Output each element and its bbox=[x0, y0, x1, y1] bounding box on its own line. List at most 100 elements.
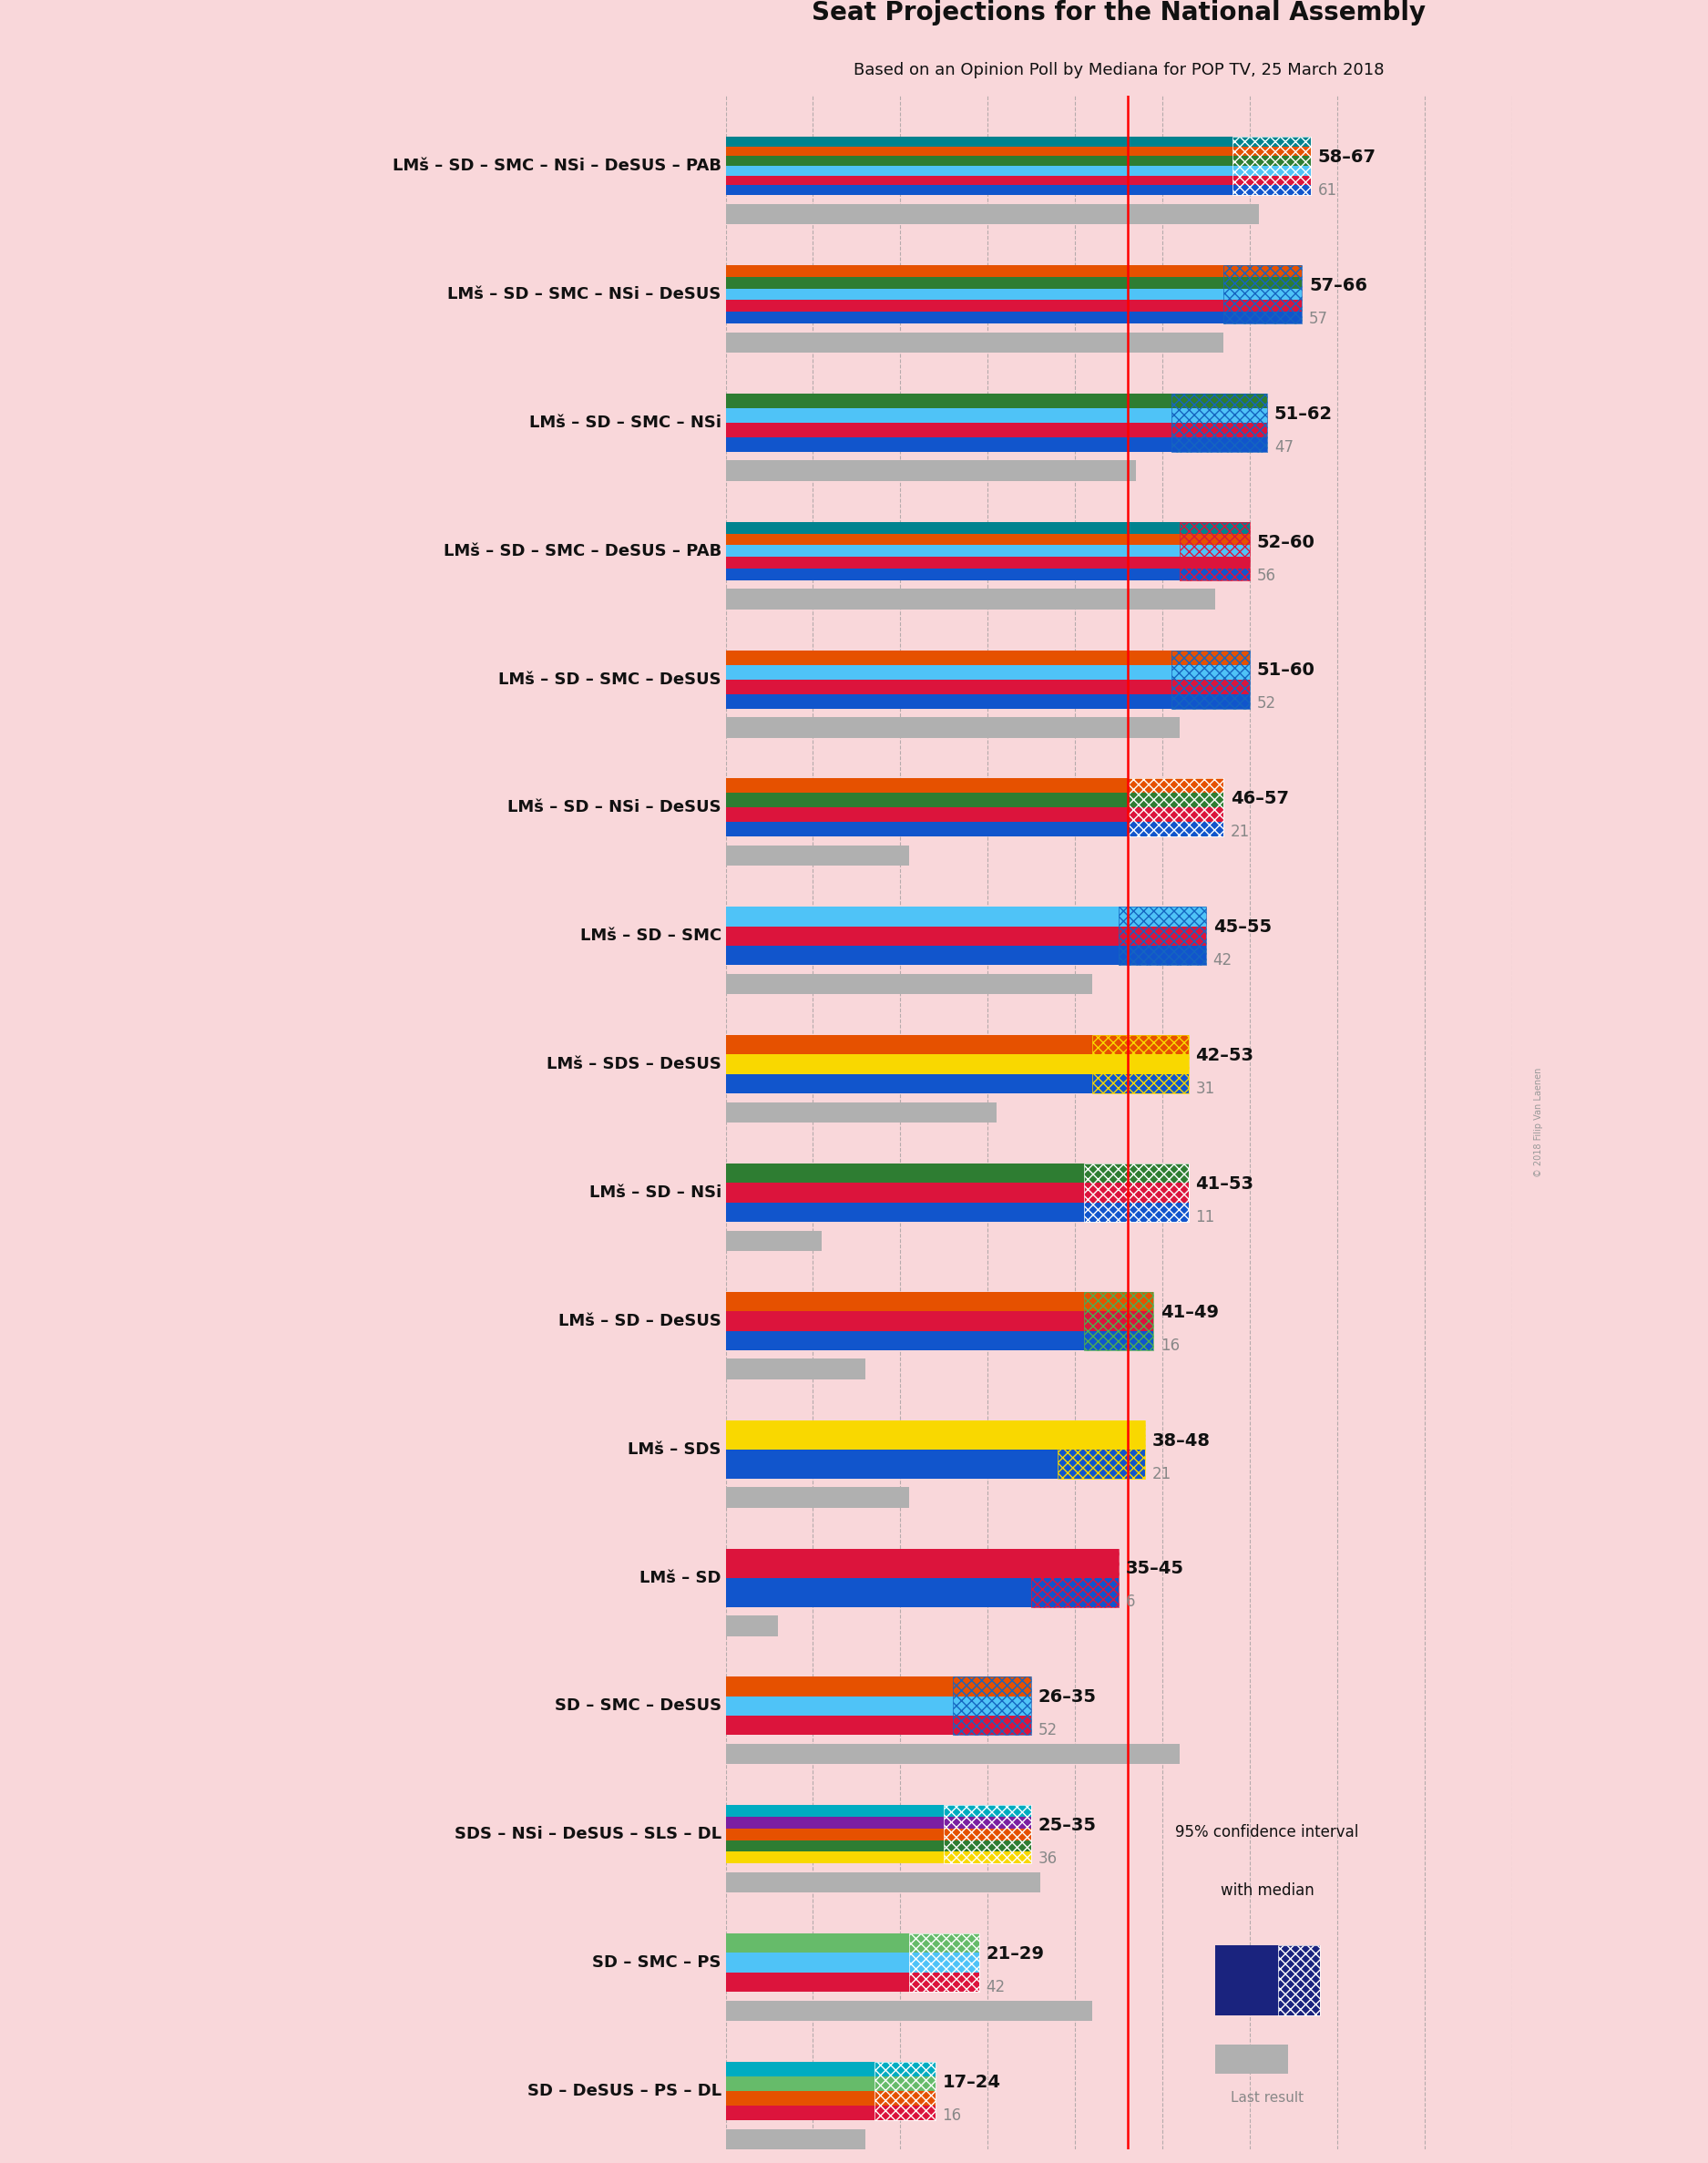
Text: 41–49: 41–49 bbox=[1161, 1304, 1220, 1322]
Bar bbox=[726, 534, 1180, 545]
Bar bbox=[1085, 1164, 1189, 1183]
Bar bbox=[953, 1676, 1032, 1696]
Text: LMš – SD – SMC: LMš – SD – SMC bbox=[579, 928, 721, 945]
Text: LMš – SD – SMC – NSi: LMš – SD – SMC – NSi bbox=[529, 415, 721, 430]
Bar bbox=[1172, 394, 1267, 409]
Text: LMš – SDS – DeSUS: LMš – SDS – DeSUS bbox=[547, 1056, 721, 1073]
Text: 21: 21 bbox=[1230, 824, 1250, 841]
Bar bbox=[1085, 1164, 1189, 1222]
Bar bbox=[909, 1934, 979, 1992]
Bar bbox=[1231, 175, 1312, 186]
Bar bbox=[1085, 1291, 1153, 1311]
Bar bbox=[726, 1676, 953, 1696]
Text: LMš – SD – SMC – DeSUS: LMš – SD – SMC – DeSUS bbox=[499, 671, 721, 688]
Text: Last result: Last result bbox=[1231, 2092, 1303, 2105]
Bar bbox=[1172, 679, 1250, 694]
Text: LMš – SD – SMC – NSi – DeSUS: LMš – SD – SMC – NSi – DeSUS bbox=[447, 286, 721, 303]
Bar bbox=[1231, 186, 1312, 195]
Text: 17–24: 17–24 bbox=[943, 2074, 1001, 2092]
Bar bbox=[1180, 521, 1250, 580]
Bar bbox=[726, 556, 1180, 569]
Bar bbox=[726, 1358, 866, 1380]
Bar bbox=[1180, 556, 1250, 569]
Bar bbox=[1032, 1577, 1119, 1607]
Text: 52–60: 52–60 bbox=[1257, 534, 1315, 552]
Bar bbox=[1085, 1203, 1189, 1222]
Bar bbox=[1172, 694, 1250, 709]
Bar bbox=[726, 1817, 945, 1828]
Bar bbox=[1231, 136, 1312, 195]
Bar bbox=[945, 1806, 1032, 1865]
Bar bbox=[726, 1056, 1093, 1075]
Bar bbox=[1231, 147, 1312, 156]
Bar bbox=[726, 422, 1172, 437]
Bar bbox=[726, 2105, 874, 2120]
Text: 16: 16 bbox=[1161, 1337, 1180, 1354]
Bar bbox=[909, 1973, 979, 1992]
Bar bbox=[726, 822, 1127, 837]
Text: LMš – SD – SMC – DeSUS – PAB: LMš – SD – SMC – DeSUS – PAB bbox=[442, 543, 721, 560]
Bar bbox=[953, 1715, 1032, 1735]
Bar bbox=[1085, 1330, 1153, 1350]
Text: LMš – SD: LMš – SD bbox=[640, 1570, 721, 1585]
Bar bbox=[1180, 534, 1250, 545]
Bar bbox=[1180, 569, 1250, 580]
Bar bbox=[726, 1841, 945, 1852]
Text: 42: 42 bbox=[986, 1979, 1006, 1994]
Bar bbox=[726, 1421, 1057, 1449]
Text: 51–62: 51–62 bbox=[1274, 404, 1332, 422]
Text: 21–29: 21–29 bbox=[986, 1945, 1044, 1962]
Bar bbox=[726, 461, 1136, 480]
Bar bbox=[726, 679, 1172, 694]
Text: SD – SMC – PS: SD – SMC – PS bbox=[593, 1955, 721, 1970]
Text: 52: 52 bbox=[1038, 1722, 1057, 1739]
Bar bbox=[726, 301, 1223, 311]
Bar bbox=[726, 1311, 1085, 1330]
Bar bbox=[726, 1828, 945, 1841]
Bar bbox=[726, 2092, 874, 2105]
Bar bbox=[874, 2105, 936, 2120]
Text: 38–48: 38–48 bbox=[1151, 1432, 1211, 1449]
Bar bbox=[1278, 1945, 1320, 2016]
Text: LMš – SD – SMC – NSi – DeSUS – PAB: LMš – SD – SMC – NSi – DeSUS – PAB bbox=[393, 158, 721, 175]
Bar bbox=[1231, 156, 1312, 167]
Bar bbox=[726, 1203, 1085, 1222]
Bar bbox=[726, 156, 1231, 167]
Text: 42–53: 42–53 bbox=[1196, 1047, 1254, 1064]
Text: 45–55: 45–55 bbox=[1213, 919, 1271, 937]
Bar bbox=[726, 1973, 909, 1992]
Bar bbox=[726, 694, 1172, 709]
Bar bbox=[726, 311, 1223, 324]
Bar bbox=[1172, 409, 1267, 422]
Text: SD – SMC – DeSUS: SD – SMC – DeSUS bbox=[555, 1698, 721, 1715]
Bar bbox=[953, 1676, 1032, 1735]
Text: 52: 52 bbox=[1257, 696, 1276, 712]
Text: with median: with median bbox=[1221, 1882, 1313, 1899]
Bar bbox=[726, 167, 1231, 175]
Bar bbox=[726, 588, 1214, 610]
Bar bbox=[874, 2061, 936, 2120]
Bar bbox=[874, 2076, 936, 2092]
Bar bbox=[726, 136, 1231, 147]
Bar bbox=[726, 926, 1119, 945]
Text: 46–57: 46–57 bbox=[1230, 789, 1290, 807]
Text: 41–53: 41–53 bbox=[1196, 1175, 1254, 1192]
Bar bbox=[1172, 664, 1250, 679]
Bar bbox=[1223, 266, 1301, 324]
Bar bbox=[726, 1873, 1040, 1893]
Bar bbox=[726, 1164, 1085, 1183]
Text: 57–66: 57–66 bbox=[1308, 277, 1368, 294]
Text: LMš – SD – NSi – DeSUS: LMš – SD – NSi – DeSUS bbox=[507, 800, 721, 815]
Bar bbox=[726, 1103, 996, 1123]
Text: 56: 56 bbox=[1257, 567, 1276, 584]
Bar bbox=[1057, 1421, 1144, 1449]
Bar bbox=[1085, 1291, 1153, 1350]
Bar bbox=[726, 1616, 779, 1635]
Text: 57: 57 bbox=[1308, 311, 1329, 327]
Bar bbox=[909, 1953, 979, 1973]
Text: 42: 42 bbox=[1213, 952, 1231, 969]
Bar bbox=[726, 846, 909, 865]
Bar bbox=[1172, 437, 1267, 452]
Bar bbox=[726, 2076, 874, 2092]
Bar bbox=[726, 277, 1223, 288]
